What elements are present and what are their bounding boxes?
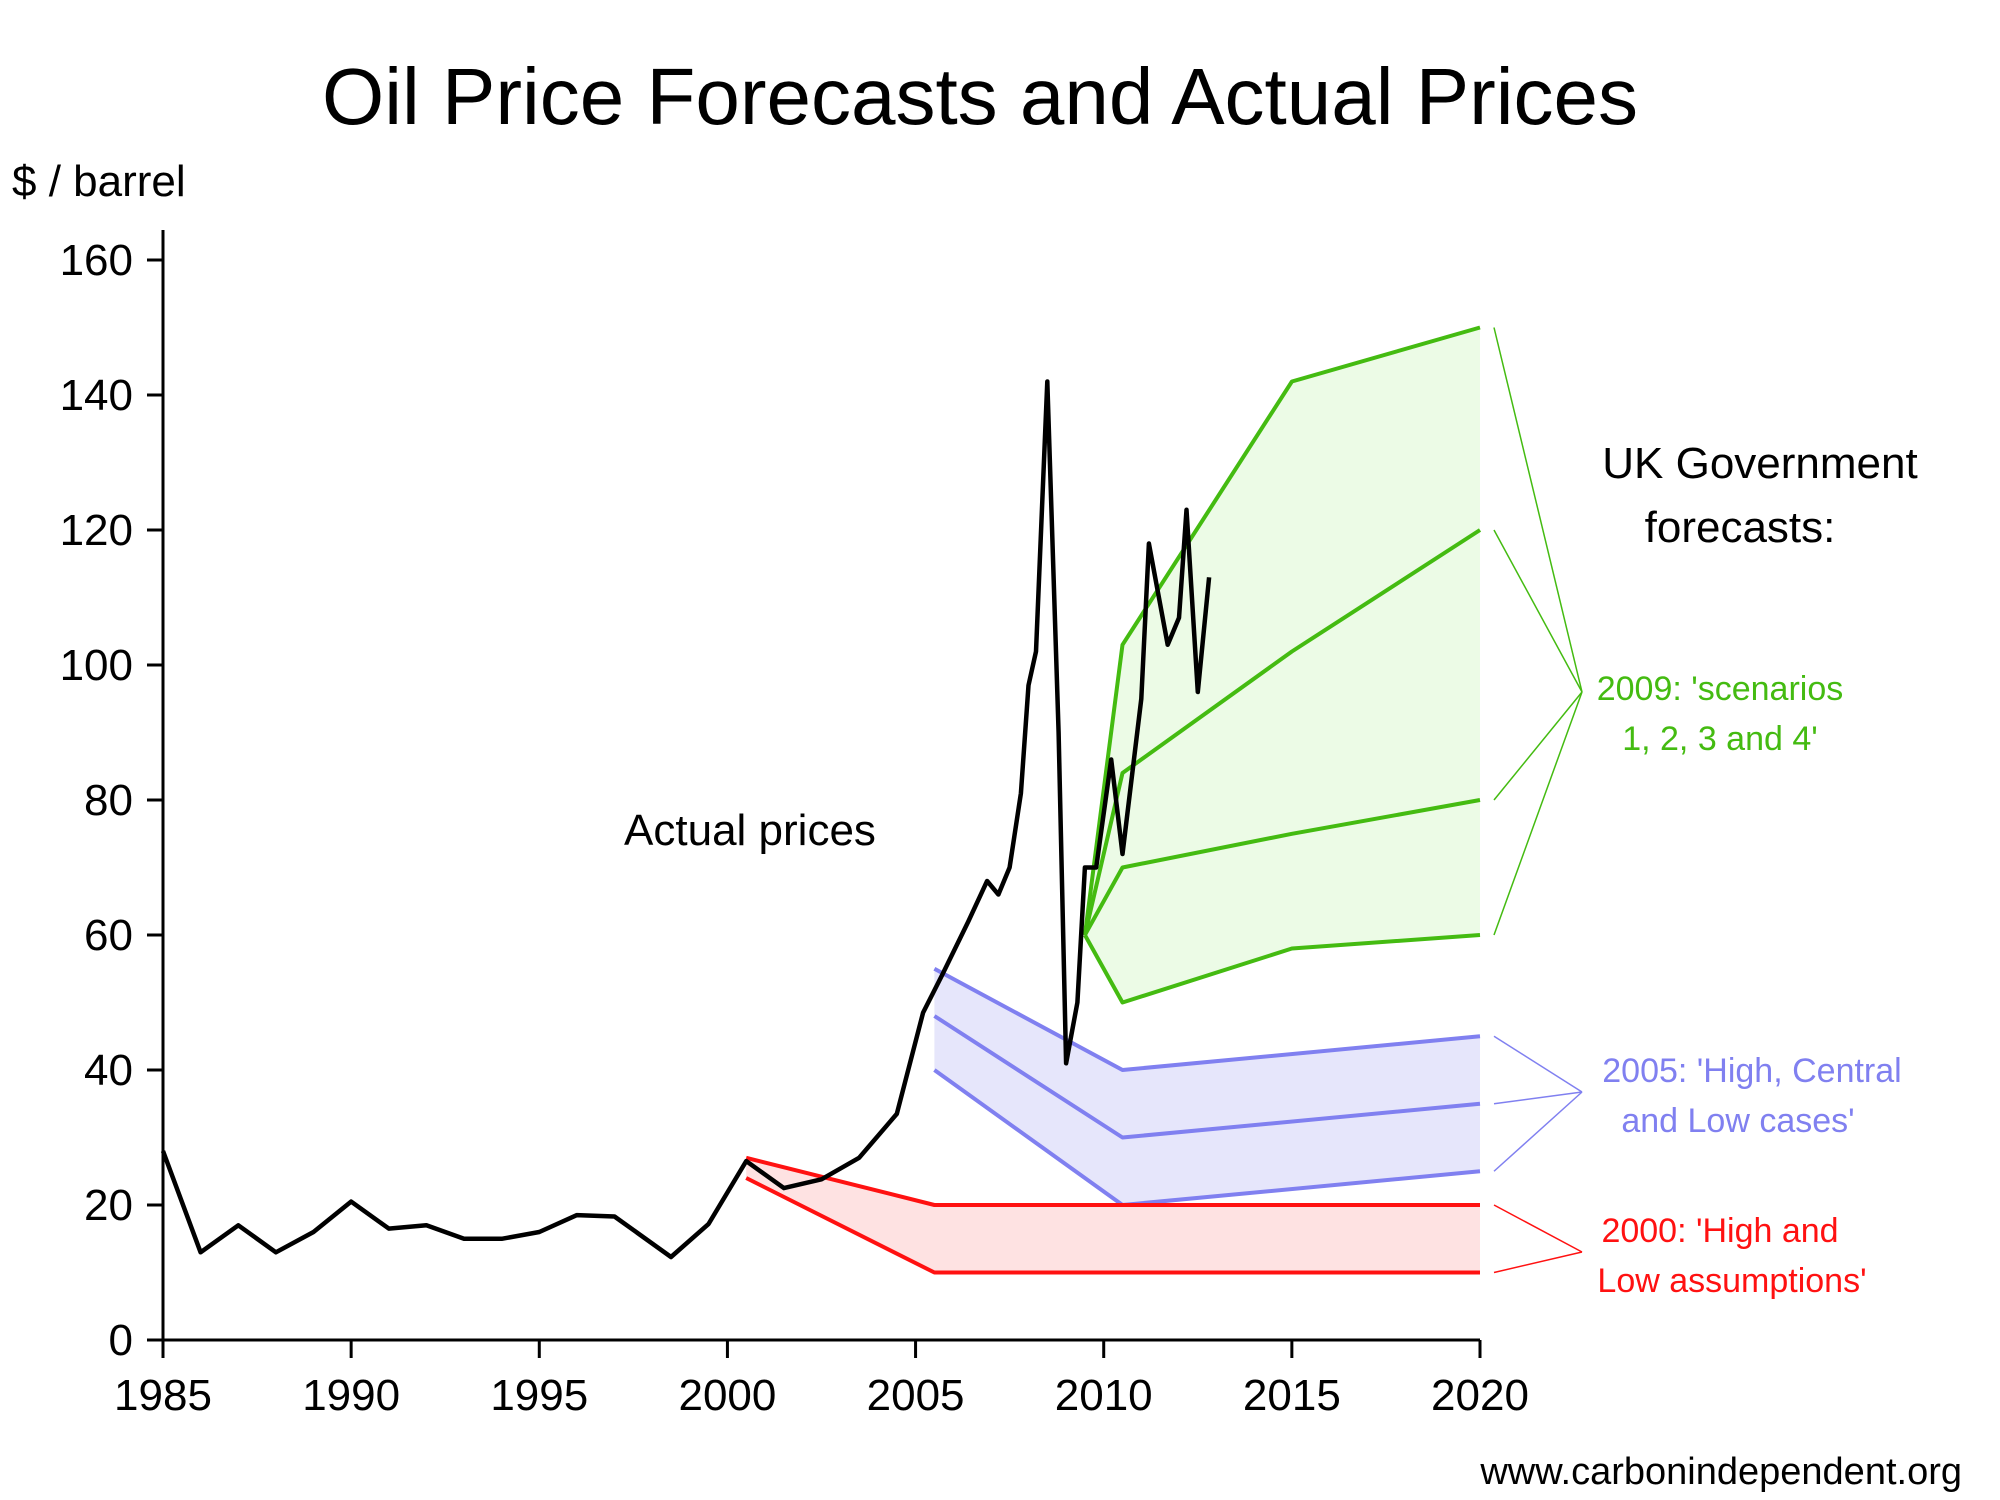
y-tick-label: 160 [60,236,133,285]
bracket-line-1-0 [1493,1035,1583,1093]
forecast-label-1-1: and Low cases' [1621,1102,1854,1140]
forecast-line-1-1 [933,1014,1481,1140]
y-tick-label: 40 [84,1046,133,1095]
axes: 0 20 40 60 80 100 120 140 160 1985 1990 1995 2000 200… [60,230,1529,1420]
x-tick-label: 2000 [678,1371,776,1420]
y-axis-label: $ / barrel [12,157,186,206]
forecast-bands [746,327,1480,1273]
y-tick-label: 140 [60,371,133,420]
forecast-band-0 [1084,327,1480,1003]
y-tick-label: 100 [60,641,133,690]
forecast-band-2 [746,1157,1480,1273]
y-tick-label: 120 [60,506,133,555]
forecast-band-1 [934,968,1480,1205]
actual-series [160,379,1212,1260]
x-tick-label: 2020 [1431,1371,1529,1420]
group-brackets: 2009: 'scenarios 1, 2, 3 and 4' 2005: 'Hig… [1493,327,1902,1300]
x-tick-label: 2010 [1055,1371,1153,1420]
forecast-line-2-1 [745,1176,1480,1275]
forecast-line-0-1 [1082,528,1482,936]
forecast-label-0-0: 2009: 'scenarios [1597,670,1844,708]
y-tick-label: 80 [84,776,133,825]
forecast-line-2-0 [745,1155,1480,1207]
x-tick-label: 1990 [302,1371,400,1420]
y-tick-label: 0 [109,1316,133,1365]
actual-prices-label: Actual prices [624,806,876,855]
x-tick-label: 1985 [114,1371,212,1420]
bracket-line-0-1 [1493,529,1583,693]
uk-government-label-line2: forecasts: [1645,503,1836,552]
x-tick-label: 1995 [490,1371,588,1420]
forecast-line-0-2 [1083,798,1481,936]
bracket-line-2-1 [1493,1251,1583,1274]
bracket-line-2-0 [1493,1204,1583,1253]
footer-url: www.carbonindependent.org [1479,1451,1962,1493]
forecast-line-0-3 [1083,933,1481,1005]
forecast-label-0-1: 1, 2, 3 and 4' [1622,720,1818,758]
forecast-series [745,325,1482,1275]
forecast-line-0-0 [1082,325,1481,936]
bracket-line-1-2 [1493,1091,1583,1172]
y-tick-label: 20 [84,1181,133,1230]
forecast-line-1-0 [933,967,1481,1072]
y-tick-label: 60 [84,911,133,960]
x-tick-label: 2015 [1243,1371,1341,1420]
forecast-label-2-1: Low assumptions' [1597,1262,1866,1300]
forecast-label-1-0: 2005: 'High, Central [1602,1052,1901,1090]
uk-government-label-line1: UK Government [1602,439,1917,488]
actual-price-line [160,379,1212,1260]
bracket-line-0-2 [1493,691,1583,801]
x-tick-label: 2005 [867,1371,965,1420]
chart-title: Oil Price Forecasts and Actual Prices [322,52,1638,141]
bracket-line-0-3 [1493,691,1583,936]
bracket-line-1-1 [1493,1091,1583,1105]
forecast-label-2-0: 2000: 'High and [1601,1212,1838,1250]
bracket-line-0-0 [1493,327,1583,693]
